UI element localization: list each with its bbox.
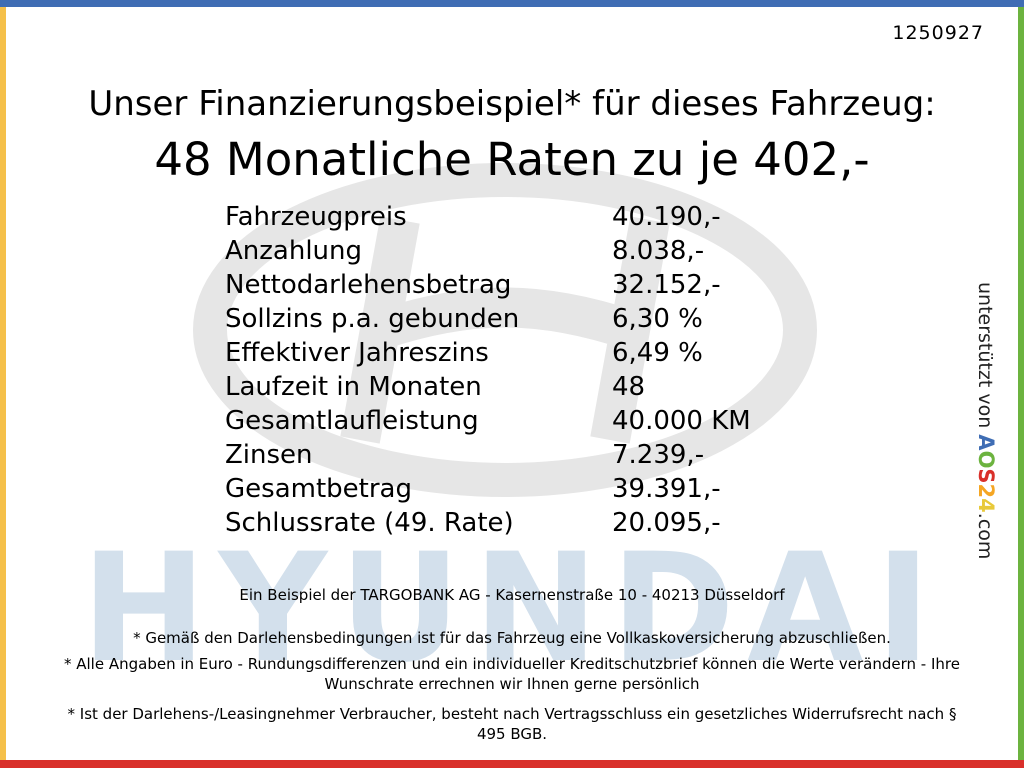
row-value: 6,49 % — [612, 338, 703, 368]
hyundai-wordmark-watermark: HYUNDAI — [81, 522, 943, 696]
row-value: 40.000 KM — [612, 406, 751, 436]
row-value: 40.190,- — [612, 202, 721, 232]
row-value: 39.391,- — [612, 474, 721, 504]
aos24-credit[interactable]: unterstützt von AOS24.com — [966, 282, 1006, 562]
table-row: Sollzins p.a. gebunden 6,30 % — [225, 302, 785, 336]
row-label: Laufzeit in Monaten — [225, 372, 482, 402]
credit-suffix: .com — [974, 512, 996, 560]
financing-table: Fahrzeugpreis 40.190,- Anzahlung 8.038,- Net… — [225, 200, 785, 540]
table-row: Gesamtbetrag 39.391,- — [225, 472, 785, 506]
row-value: 48 — [612, 372, 646, 402]
row-label: Schlussrate (49. Rate) — [225, 508, 514, 538]
hyundai-logo-watermark — [193, 163, 817, 497]
left-border — [0, 7, 6, 760]
table-row: Nettodarlehensbetrag 32.152,- — [225, 268, 785, 302]
footnote-3: * Ist der Darlehens-/Leasingnehmer Verbr… — [67, 705, 957, 743]
aos24-logo: AOS24 — [974, 434, 998, 513]
page-title: Unser Finanzierungsbeispiel* für dieses … — [88, 84, 936, 124]
footnote-1: * Gemäß den Darlehensbedingungen ist für… — [133, 629, 891, 647]
reference-number: 1250927 — [892, 22, 984, 44]
table-row: Laufzeit in Monaten 48 — [225, 370, 785, 404]
table-row: Gesamtlaufleistung 40.000 KM — [225, 404, 785, 438]
table-row: Schlussrate (49. Rate) 20.095,- — [225, 506, 785, 540]
row-value: 8.038,- — [612, 236, 705, 266]
row-value: 7.239,- — [612, 440, 705, 470]
row-value: 6,30 % — [612, 304, 703, 334]
right-border — [1018, 7, 1024, 760]
row-label: Fahrzeugpreis — [225, 202, 407, 232]
table-row: Anzahlung 8.038,- — [225, 234, 785, 268]
top-border — [0, 0, 1024, 7]
row-label: Anzahlung — [225, 236, 363, 266]
row-label: Effektiver Jahreszins — [225, 338, 489, 368]
row-label: Gesamtbetrag — [225, 474, 412, 504]
table-row: Zinsen 7.239,- — [225, 438, 785, 472]
row-value: 32.152,- — [612, 270, 721, 300]
bottom-border — [0, 760, 1024, 768]
footnote-2: * Alle Angaben in Euro - Rundungsdiffere… — [63, 655, 960, 693]
table-row: Effektiver Jahreszins 6,49 % — [225, 336, 785, 370]
row-label: Sollzins p.a. gebunden — [225, 304, 520, 334]
credit-prefix: unterstützt von — [974, 282, 996, 435]
bank-line: Ein Beispiel der TARGOBANK AG - Kasernen… — [239, 586, 785, 604]
row-label: Gesamtlaufleistung — [225, 406, 479, 436]
row-label: Nettodarlehensbetrag — [225, 270, 512, 300]
row-value: 20.095,- — [612, 508, 721, 538]
table-row: Fahrzeugpreis 40.190,- — [225, 200, 785, 234]
monthly-rate-headline: 48 Monatliche Raten zu je 402,- — [154, 133, 870, 186]
row-label: Zinsen — [225, 440, 313, 470]
